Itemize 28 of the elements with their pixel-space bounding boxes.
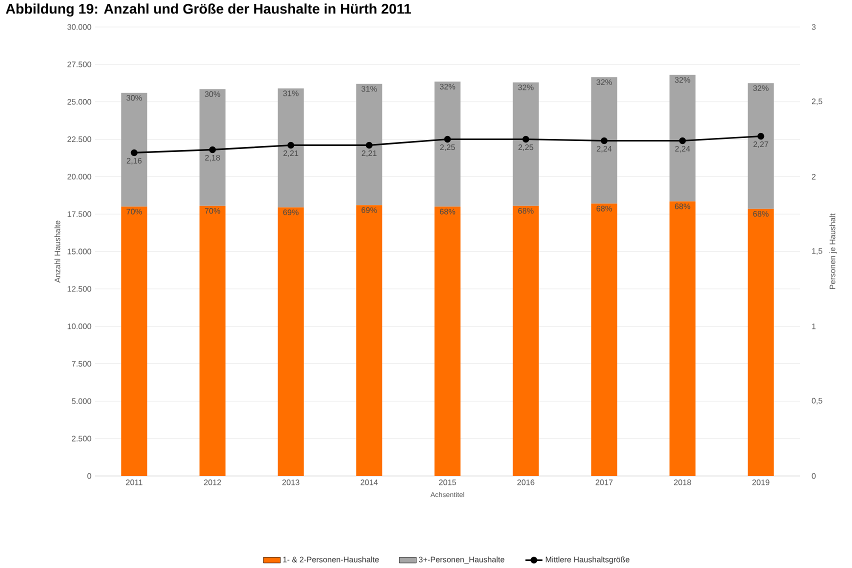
bar bbox=[200, 89, 226, 206]
bar bbox=[278, 207, 304, 476]
chart-title: Abbildung 19: Anzahl und Größe der Haushalte in Hürth 2011 bbox=[6, 4, 411, 17]
point bbox=[757, 132, 764, 140]
point bbox=[522, 136, 530, 143]
point bbox=[287, 142, 294, 149]
point bbox=[366, 142, 373, 149]
bar bbox=[121, 206, 148, 476]
point bbox=[679, 137, 686, 144]
bar bbox=[121, 92, 148, 207]
bar bbox=[278, 88, 304, 208]
bar bbox=[512, 82, 539, 206]
point bbox=[130, 149, 138, 156]
bar bbox=[434, 206, 461, 476]
bar bbox=[512, 206, 539, 476]
bar bbox=[356, 84, 382, 206]
bar bbox=[434, 82, 461, 207]
point bbox=[600, 137, 608, 144]
point bbox=[444, 136, 451, 143]
bar bbox=[200, 206, 226, 476]
bar bbox=[748, 83, 774, 209]
bar bbox=[670, 201, 696, 476]
bar bbox=[748, 208, 774, 476]
bar bbox=[591, 204, 618, 476]
bar bbox=[356, 205, 382, 476]
bar bbox=[591, 77, 618, 204]
point bbox=[209, 146, 216, 154]
bar bbox=[670, 75, 696, 202]
